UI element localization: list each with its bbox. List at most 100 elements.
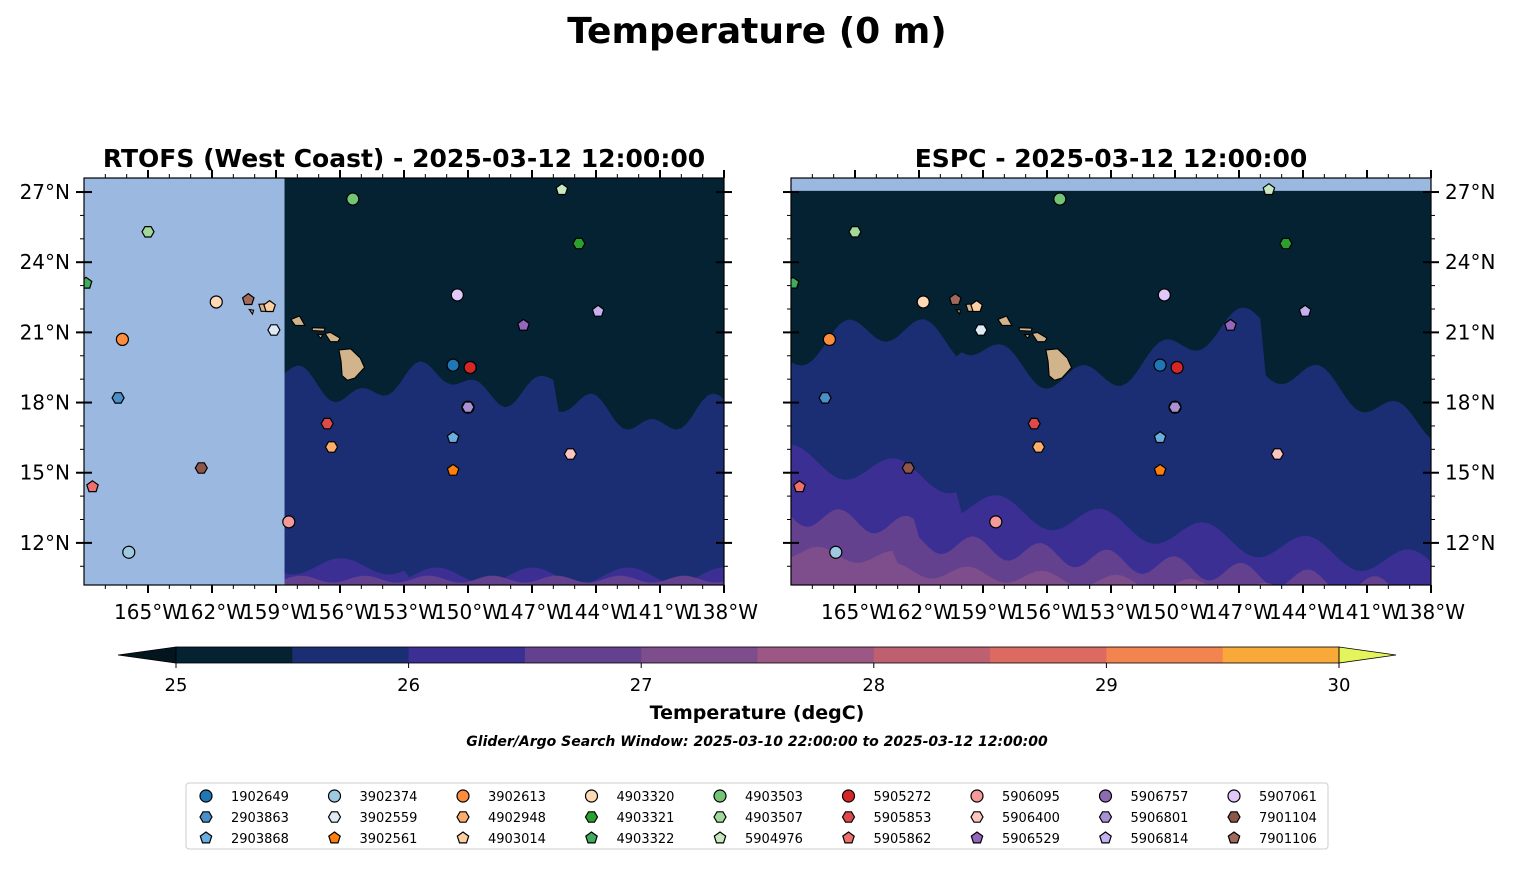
legend-label: 4903321 [617, 811, 675, 826]
legend-marker-2903863 [199, 811, 213, 823]
float-5906814 [1298, 304, 1312, 317]
float-3902559 [267, 324, 281, 336]
legend-label: 5906095 [1002, 790, 1060, 805]
no-data-region [791, 178, 1431, 191]
island-2 [311, 327, 326, 332]
y-tick-label: 12°N [1445, 531, 1495, 555]
float-2903863 [818, 392, 832, 404]
float-markers [84, 182, 605, 559]
x-tick-label: 150°W [1141, 600, 1209, 624]
legend-marker-1902649 [199, 789, 213, 803]
legend-box [185, 782, 1329, 850]
panel-rtofs: RTOFS (West Coast) - 2025-03-12 12:00:00… [20, 144, 759, 624]
float-5905853 [1027, 417, 1041, 430]
float-5907061 [1157, 288, 1171, 302]
x-tick-label: 165°W [114, 600, 182, 624]
float-5905853 [320, 417, 334, 430]
colorbar-segment [176, 647, 293, 663]
float-5906095 [282, 515, 296, 529]
legend-label: 5905272 [874, 790, 932, 805]
legend-marker-7901106 [1227, 831, 1241, 844]
float-7901106 [948, 292, 962, 306]
legend-marker-5907061 [1227, 789, 1241, 803]
float-7901106 [241, 292, 255, 306]
x-tick-label: 147°W [1205, 600, 1273, 624]
panel-title-rtofs: RTOFS (West Coast) - 2025-03-12 12:00:00 [103, 144, 705, 173]
legend-marker-3902559 [327, 811, 342, 823]
legend: 1902649 2903863 2903868 3902374 3902559 39025… [185, 782, 1329, 850]
island-2 [1018, 327, 1033, 332]
legend-label: 7901106 [1259, 832, 1317, 847]
temp-band-25.5-26 [791, 444, 1431, 585]
colorbar-segment [1106, 647, 1224, 663]
map-area-rtofs [84, 178, 724, 585]
float-3902613 [115, 332, 130, 346]
legend-marker-5905862 [842, 831, 855, 844]
x-tick-label: 147°W [498, 600, 566, 624]
temp-band-26-26.5 [791, 509, 1431, 585]
colorbar-segment [990, 647, 1107, 663]
x-tick-label: 165°W [821, 600, 889, 624]
x-tick-label: 156°W [306, 600, 374, 624]
x-tick-label: 153°W [370, 600, 438, 624]
y-tick-label: 12°N [20, 531, 70, 555]
no-data-region [84, 178, 285, 585]
float-4903321 [1279, 237, 1293, 250]
colorbar-segment [641, 647, 759, 663]
legend-label: 4903320 [617, 790, 675, 805]
float-5906095 [989, 515, 1003, 529]
colorbar-tick-label: 25 [165, 675, 188, 696]
x-tick-label: 138°W [1397, 600, 1465, 624]
float-4903322 [791, 276, 800, 289]
float-5906400 [563, 448, 578, 460]
island-0 [1045, 348, 1073, 381]
colorbar-segment [757, 647, 875, 663]
float-4903322 [84, 276, 93, 289]
x-tick-label: 144°W [1269, 600, 1337, 624]
float-4903320 [209, 295, 223, 309]
legend-label: 5906814 [1131, 832, 1189, 847]
colorbar-tick-label: 28 [862, 675, 885, 696]
colorbar-segment [408, 647, 526, 663]
colorbar-segment [292, 647, 410, 663]
legend-label: 4903503 [745, 790, 803, 805]
float-5905862 [86, 480, 99, 493]
y-tick-label: 27°N [1445, 180, 1495, 204]
legend-label: 4903507 [745, 811, 803, 826]
x-tick-label: 162°W [178, 600, 246, 624]
legend-label: 3902613 [488, 790, 546, 805]
float-4903503 [1053, 192, 1067, 206]
float-1902649 [446, 358, 460, 372]
legend-label: 4902948 [488, 811, 546, 826]
colorbar-segment [1222, 647, 1340, 663]
legend-marker-5906814 [1099, 831, 1112, 844]
float-4903014 [970, 299, 984, 313]
colorbar-frame [175, 646, 1340, 664]
colorbar-tick-label: 30 [1328, 675, 1351, 696]
panel-espc: ESPC - 2025-03-12 12:00:00 165°W162°W159… [783, 144, 1495, 624]
float-5907061 [450, 288, 464, 302]
float-4903320 [916, 295, 930, 309]
y-tick-label: 24°N [1445, 250, 1495, 274]
axis-ticks: 165°W162°W159°W156°W153°W150°W147°W144°W… [20, 170, 758, 624]
float-5906814 [591, 304, 605, 317]
legend-marker-5905853 [841, 811, 856, 823]
float-7901104 [194, 462, 208, 474]
colorbar-tick-label: 29 [1095, 675, 1118, 696]
legend-marker-3902374 [327, 789, 342, 803]
x-tick-label: 153°W [1077, 600, 1145, 624]
colorbar-extend-over [1338, 646, 1397, 664]
legend-marker-7901104 [1227, 811, 1241, 823]
legend-label: 5905853 [874, 811, 932, 826]
x-tick-label: 156°W [1013, 600, 1081, 624]
colorbar-segment [524, 647, 642, 663]
float-5906529 [517, 318, 530, 331]
x-tick-label: 141°W [626, 600, 694, 624]
island-1 [324, 331, 341, 343]
legend-label: 5907061 [1259, 790, 1317, 805]
float-4903507 [141, 226, 155, 238]
legend-label: 3902559 [360, 811, 418, 826]
colorbar-tick-label: 26 [397, 675, 420, 696]
float-3902374 [122, 545, 136, 559]
